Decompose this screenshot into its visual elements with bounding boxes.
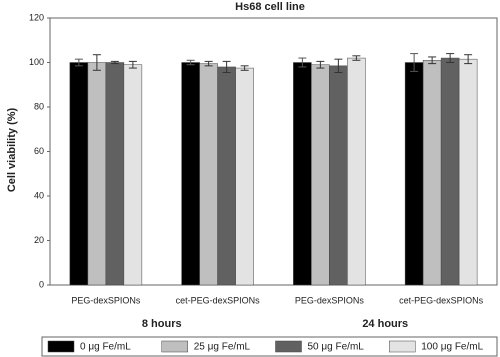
bar	[404, 62, 424, 286]
bar	[422, 60, 442, 286]
x-tick-label: cet-PEG-dexSPIONs	[176, 295, 261, 305]
bar	[123, 64, 143, 286]
legend-label: 100 μg Fe/mL	[421, 342, 483, 353]
x-tick-label: cet-PEG-dexSPIONs	[399, 295, 484, 305]
y-tick-label: 80	[34, 101, 44, 111]
error-bar	[240, 65, 249, 71]
legend-swatch	[275, 340, 302, 353]
legend-label: 0 μg Fe/mL	[80, 342, 131, 353]
y-tick-label: 100	[29, 57, 44, 67]
bar	[87, 62, 107, 286]
error-bar	[446, 53, 455, 63]
error-bar	[110, 60, 119, 65]
error-bar	[204, 60, 213, 67]
legend-frame	[41, 336, 498, 357]
error-bar	[222, 60, 231, 74]
bar	[440, 57, 460, 286]
group-label: 24 hours	[362, 318, 408, 330]
bar	[105, 62, 125, 286]
error-bar	[74, 58, 83, 67]
group-label: 8 hours	[142, 318, 182, 330]
y-tick-label: 0	[39, 279, 44, 289]
legend-swatch	[161, 340, 188, 353]
error-bar	[128, 60, 137, 69]
error-bar	[186, 59, 195, 66]
legend-label: 50 μg Fe/mL	[308, 342, 365, 353]
x-tick-label: PEG-dexSPIONs	[71, 295, 141, 305]
y-axis-label: Cell viability (%)	[6, 107, 18, 192]
y-tick-label: 60	[34, 146, 44, 156]
x-tick-label: PEG-dexSPIONs	[295, 295, 365, 305]
error-bar	[464, 54, 473, 65]
bar	[181, 62, 200, 286]
y-tick-label: 20	[34, 235, 44, 245]
error-bar	[92, 54, 101, 71]
y-tick-label: 40	[34, 190, 44, 200]
bar	[329, 65, 348, 286]
bar	[311, 64, 330, 286]
bar	[69, 62, 89, 286]
error-bar	[352, 55, 361, 61]
chart-title: Hs68 cell line	[235, 1, 305, 13]
bar	[458, 58, 478, 286]
error-bar	[316, 60, 325, 69]
bar	[217, 66, 236, 286]
legend-swatch	[389, 340, 416, 353]
bar	[347, 57, 366, 286]
legend-label: 25 μg Fe/mL	[194, 342, 251, 353]
error-bar	[410, 53, 419, 72]
error-bar	[428, 56, 437, 65]
bar	[199, 63, 218, 286]
error-bar	[298, 57, 307, 68]
bar	[293, 62, 312, 286]
legend-swatch	[47, 340, 75, 353]
y-tick-label: 120	[29, 12, 44, 22]
bar	[235, 67, 254, 286]
error-bar	[334, 58, 343, 74]
